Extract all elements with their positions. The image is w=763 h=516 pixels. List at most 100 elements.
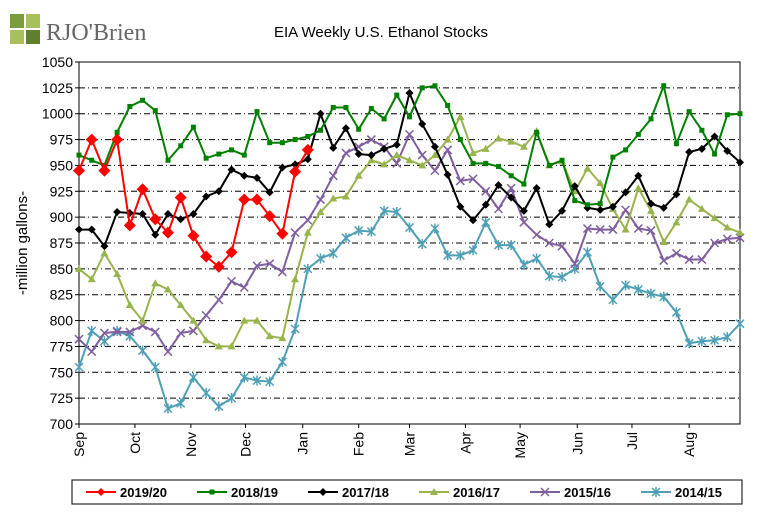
data-point-2018-19	[127, 103, 133, 109]
data-point-2017-18	[430, 142, 439, 151]
data-point-2018-19	[279, 140, 285, 146]
data-point-2014-15	[265, 376, 275, 387]
data-point-2014-15	[392, 206, 402, 217]
data-point-2015-16	[150, 327, 160, 337]
data-point-2016-17	[202, 336, 211, 344]
data-point-2016-17	[252, 316, 261, 324]
data-point-2017-18	[570, 182, 579, 191]
data-point-2018-19	[292, 137, 298, 143]
y-tick-label: 1000	[42, 106, 73, 122]
data-point-2015-16	[608, 225, 618, 235]
data-point-2014-15	[341, 232, 351, 243]
data-point-2014-15	[138, 345, 148, 356]
data-point-2019-20	[238, 193, 251, 206]
data-point-2018-19	[203, 155, 209, 161]
data-point-2017-18	[519, 206, 528, 215]
y-tick-label: 850	[50, 261, 74, 277]
x-tick-label: Dec	[238, 432, 254, 457]
data-point-2014-15	[163, 403, 173, 414]
data-point-2015-16	[417, 150, 427, 160]
data-point-2016-17	[697, 204, 706, 212]
data-point-2016-17	[659, 237, 668, 245]
data-point-2018-19	[152, 108, 158, 114]
data-point-2019-20	[149, 213, 162, 226]
data-point-2016-17	[456, 112, 465, 120]
data-point-2017-18	[113, 207, 122, 216]
data-point-2016-17	[265, 332, 274, 340]
data-point-2019-20	[250, 193, 263, 206]
x-tick-label: Sep	[71, 432, 87, 457]
data-point-2014-15	[671, 307, 681, 318]
series-group	[73, 82, 745, 414]
data-point-2017-18	[392, 140, 401, 149]
data-point-2018-19	[76, 152, 82, 158]
data-point-2018-19	[457, 137, 463, 143]
data-point-2015-16	[201, 310, 211, 320]
data-point-2017-18	[125, 209, 134, 218]
data-point-2015-16	[468, 174, 478, 184]
data-point-2016-17	[710, 214, 719, 222]
data-point-2015-16	[684, 255, 694, 265]
data-point-2018-19	[508, 173, 514, 179]
data-point-2016-17	[469, 149, 478, 157]
series-2014-15	[74, 205, 745, 414]
data-point-2015-16	[87, 347, 97, 357]
data-point-2015-16	[455, 176, 465, 186]
data-point-2016-17	[621, 225, 630, 233]
legend-marker	[430, 488, 438, 495]
data-point-2014-15	[277, 356, 287, 367]
x-tick-label: Aug	[681, 432, 697, 457]
data-point-2018-19	[534, 129, 540, 135]
data-point-2019-20	[136, 183, 149, 196]
data-point-2018-19	[241, 152, 247, 158]
legend-item-2018-19: 2018/19	[197, 485, 278, 500]
data-point-2016-17	[405, 156, 414, 164]
data-point-2014-15	[710, 335, 720, 346]
data-point-2019-20	[301, 143, 314, 156]
data-point-2017-18	[303, 155, 312, 164]
data-point-2014-15	[176, 398, 186, 409]
data-point-2014-15	[443, 250, 453, 261]
data-point-2014-15	[646, 288, 656, 299]
data-point-2019-20	[73, 164, 85, 177]
x-tick-label: Nov	[183, 432, 199, 457]
data-point-2014-15	[659, 291, 669, 302]
data-point-2015-16	[252, 261, 262, 271]
data-point-2018-19	[254, 109, 260, 115]
data-point-2015-16	[430, 166, 440, 176]
data-point-2017-18	[380, 144, 389, 153]
data-point-2018-19	[229, 147, 235, 153]
data-point-2015-16	[188, 326, 198, 336]
legend-label: 2014/15	[675, 485, 722, 500]
data-point-2017-18	[545, 220, 554, 229]
y-tick-label: 975	[50, 132, 74, 148]
data-point-2017-18	[151, 230, 160, 239]
data-point-2015-16	[328, 171, 338, 181]
data-point-2015-16	[697, 255, 707, 265]
data-point-2014-15	[455, 250, 465, 261]
data-point-2014-15	[722, 332, 732, 343]
data-point-2018-19	[635, 131, 641, 137]
data-point-2015-16	[506, 183, 516, 193]
chart-title: EIA Weekly U.S. Ethanol Stocks	[274, 24, 488, 41]
data-point-2015-16	[214, 295, 224, 305]
data-point-2015-16	[341, 148, 351, 158]
data-point-2015-16	[443, 145, 453, 155]
data-point-2016-17	[519, 142, 528, 150]
data-point-2014-15	[404, 222, 415, 233]
data-point-2017-18	[621, 188, 630, 197]
y-tick-label: 900	[50, 209, 74, 225]
series-2017-18	[75, 89, 744, 251]
data-point-2015-16	[265, 259, 275, 269]
data-point-2019-20	[123, 219, 136, 232]
logo-mark-icon	[10, 14, 40, 44]
data-point-2016-17	[151, 279, 160, 287]
data-point-2017-18	[252, 173, 261, 182]
data-point-2018-19	[190, 124, 196, 130]
grid-lines	[79, 87, 740, 399]
x-tick-label: Jun	[569, 432, 585, 455]
data-point-2017-18	[202, 192, 211, 201]
data-point-2018-19	[597, 201, 603, 207]
data-point-2015-16	[646, 226, 656, 236]
